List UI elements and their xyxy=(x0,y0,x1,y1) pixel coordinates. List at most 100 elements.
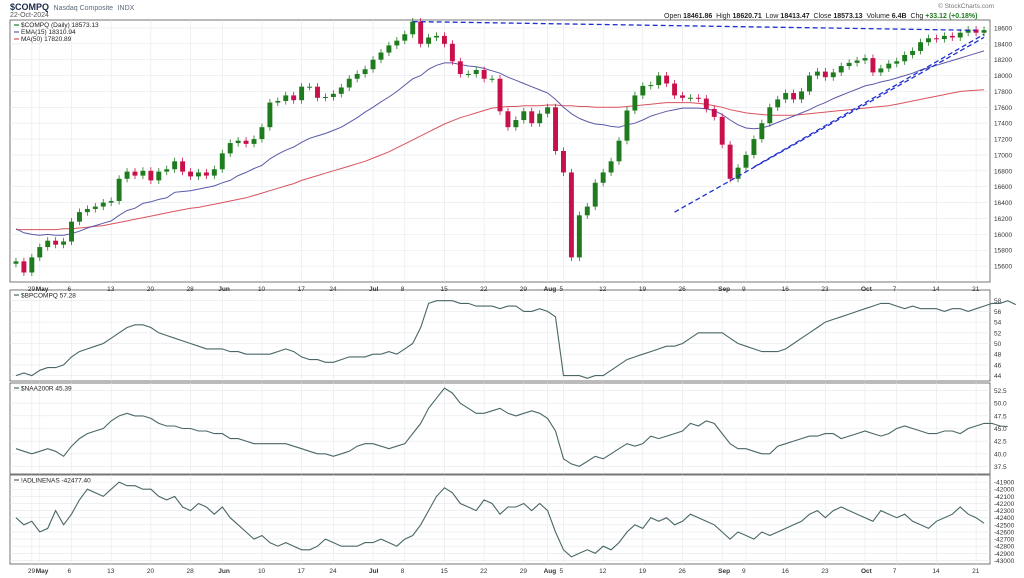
candle-body xyxy=(838,66,844,73)
candle-body xyxy=(378,52,384,60)
candle-body xyxy=(330,93,336,98)
xtick-label: 6 xyxy=(68,568,72,575)
xtick-label: 6 xyxy=(68,286,72,293)
indicator-line-2 xyxy=(15,387,1008,468)
candle-body xyxy=(799,91,804,100)
xtick-label: 16 xyxy=(782,286,790,293)
candle-body xyxy=(259,127,265,140)
panel-0-ytick-label: 17600 xyxy=(994,105,1012,112)
xtick-label: Jul xyxy=(369,568,379,575)
panel-0-ytick-label: 17000 xyxy=(994,152,1012,159)
chart-date: 22-Oct-2024 xyxy=(10,12,49,19)
candle-body xyxy=(362,69,368,74)
candle-body xyxy=(188,171,193,177)
xtick-label: 10 xyxy=(258,286,266,293)
candle-body xyxy=(561,151,566,173)
candle-body xyxy=(61,241,67,245)
xtick-label: 12 xyxy=(599,286,607,293)
candle-body xyxy=(719,116,725,145)
candle-body xyxy=(767,107,773,124)
xtick-label: 23 xyxy=(821,286,829,293)
panel-1-ytick-label: 50 xyxy=(994,341,1002,348)
trendline-0 xyxy=(412,20,977,31)
panel-3-ytick-label: -42700 xyxy=(994,537,1015,544)
candle-body xyxy=(299,86,305,101)
panel-3-ytick-label: -42600 xyxy=(994,529,1015,536)
candle-body xyxy=(267,102,273,128)
panel-0-ytick-label: 16000 xyxy=(994,232,1012,239)
candle-body xyxy=(69,221,74,242)
candle-body xyxy=(791,93,797,100)
panel-0-frame xyxy=(9,19,991,283)
candle-body xyxy=(164,169,170,172)
panel-0-ytick-label: 18000 xyxy=(994,73,1012,80)
candle-body xyxy=(53,240,59,245)
xtick-label: 15 xyxy=(440,568,448,575)
trendline-2 xyxy=(753,33,985,168)
indicator-line-3 xyxy=(15,481,985,558)
candle-body xyxy=(529,111,535,124)
candle-body xyxy=(21,261,27,273)
candle-body xyxy=(37,247,43,258)
xtick-label: 14 xyxy=(932,286,940,293)
candle-body xyxy=(918,42,924,51)
candle-body xyxy=(878,68,884,73)
xtick-label: 13 xyxy=(107,286,115,293)
trendline-1 xyxy=(674,36,985,213)
candle-body xyxy=(402,34,408,41)
candle-body xyxy=(616,140,622,162)
xtick-label: 28 xyxy=(187,286,195,293)
candle-body xyxy=(545,107,551,114)
candle-body xyxy=(148,170,154,181)
indicator-3-legend: !ADLINENAS -42477.40 xyxy=(21,478,91,485)
candle-body xyxy=(680,95,685,98)
candle-body xyxy=(307,86,313,88)
candle-body xyxy=(465,73,471,75)
xtick-label: 15 xyxy=(440,286,448,293)
candle-body xyxy=(537,113,543,124)
candle-body xyxy=(807,75,812,92)
candle-body xyxy=(418,21,424,44)
candle-body xyxy=(973,29,979,33)
xtick-label: 22 xyxy=(480,568,488,575)
xtick-label: 10 xyxy=(258,568,266,575)
panel-0-ytick-label: 18200 xyxy=(994,57,1012,64)
candle-body xyxy=(703,98,709,109)
candle-body xyxy=(981,30,987,33)
panel-2-ytick-label: 42.5 xyxy=(994,439,1007,446)
candle-body xyxy=(521,111,527,121)
xtick-label: 22 xyxy=(480,286,488,293)
candle-body xyxy=(664,75,670,84)
xtick-label: May xyxy=(36,568,49,575)
candle-body xyxy=(672,83,678,96)
candle-body xyxy=(783,93,789,100)
candle-body xyxy=(687,97,693,99)
panel-1-ytick-label: 46 xyxy=(994,362,1002,369)
candle-body xyxy=(196,172,201,177)
candle-body xyxy=(886,63,892,69)
candle-body xyxy=(656,75,662,86)
xtick-label: 19 xyxy=(639,568,647,575)
candle-body xyxy=(108,201,114,203)
candle-body xyxy=(219,153,225,170)
panel-0-ytick-label: 18400 xyxy=(994,41,1012,48)
candle-body xyxy=(568,172,574,258)
panel-2-ytick-label: 52.5 xyxy=(994,388,1007,395)
xtick-label: 8 xyxy=(401,568,405,575)
xtick-label: 9 xyxy=(742,286,746,293)
panel-0-ytick-label: 18600 xyxy=(994,25,1012,32)
xtick-label: Jul xyxy=(369,286,379,293)
candle-body xyxy=(156,171,162,181)
candle-body xyxy=(941,35,947,40)
xtick-label: 23 xyxy=(821,568,829,575)
ema15-line xyxy=(15,50,985,236)
candle-body xyxy=(235,140,241,144)
candle-body xyxy=(227,143,233,154)
xtick-label: 26 xyxy=(679,568,687,575)
candle-body xyxy=(846,62,852,67)
panel-3-ytick-label: -43000 xyxy=(994,558,1015,565)
panel-3-frame xyxy=(9,474,991,565)
candle-body xyxy=(513,120,519,128)
candle-body xyxy=(116,178,122,202)
panel-0-ytick-label: 15600 xyxy=(994,264,1012,271)
